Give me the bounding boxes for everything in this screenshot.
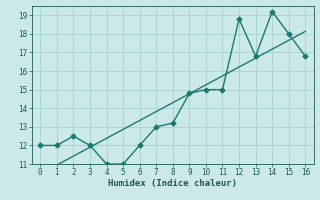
X-axis label: Humidex (Indice chaleur): Humidex (Indice chaleur) [108, 179, 237, 188]
